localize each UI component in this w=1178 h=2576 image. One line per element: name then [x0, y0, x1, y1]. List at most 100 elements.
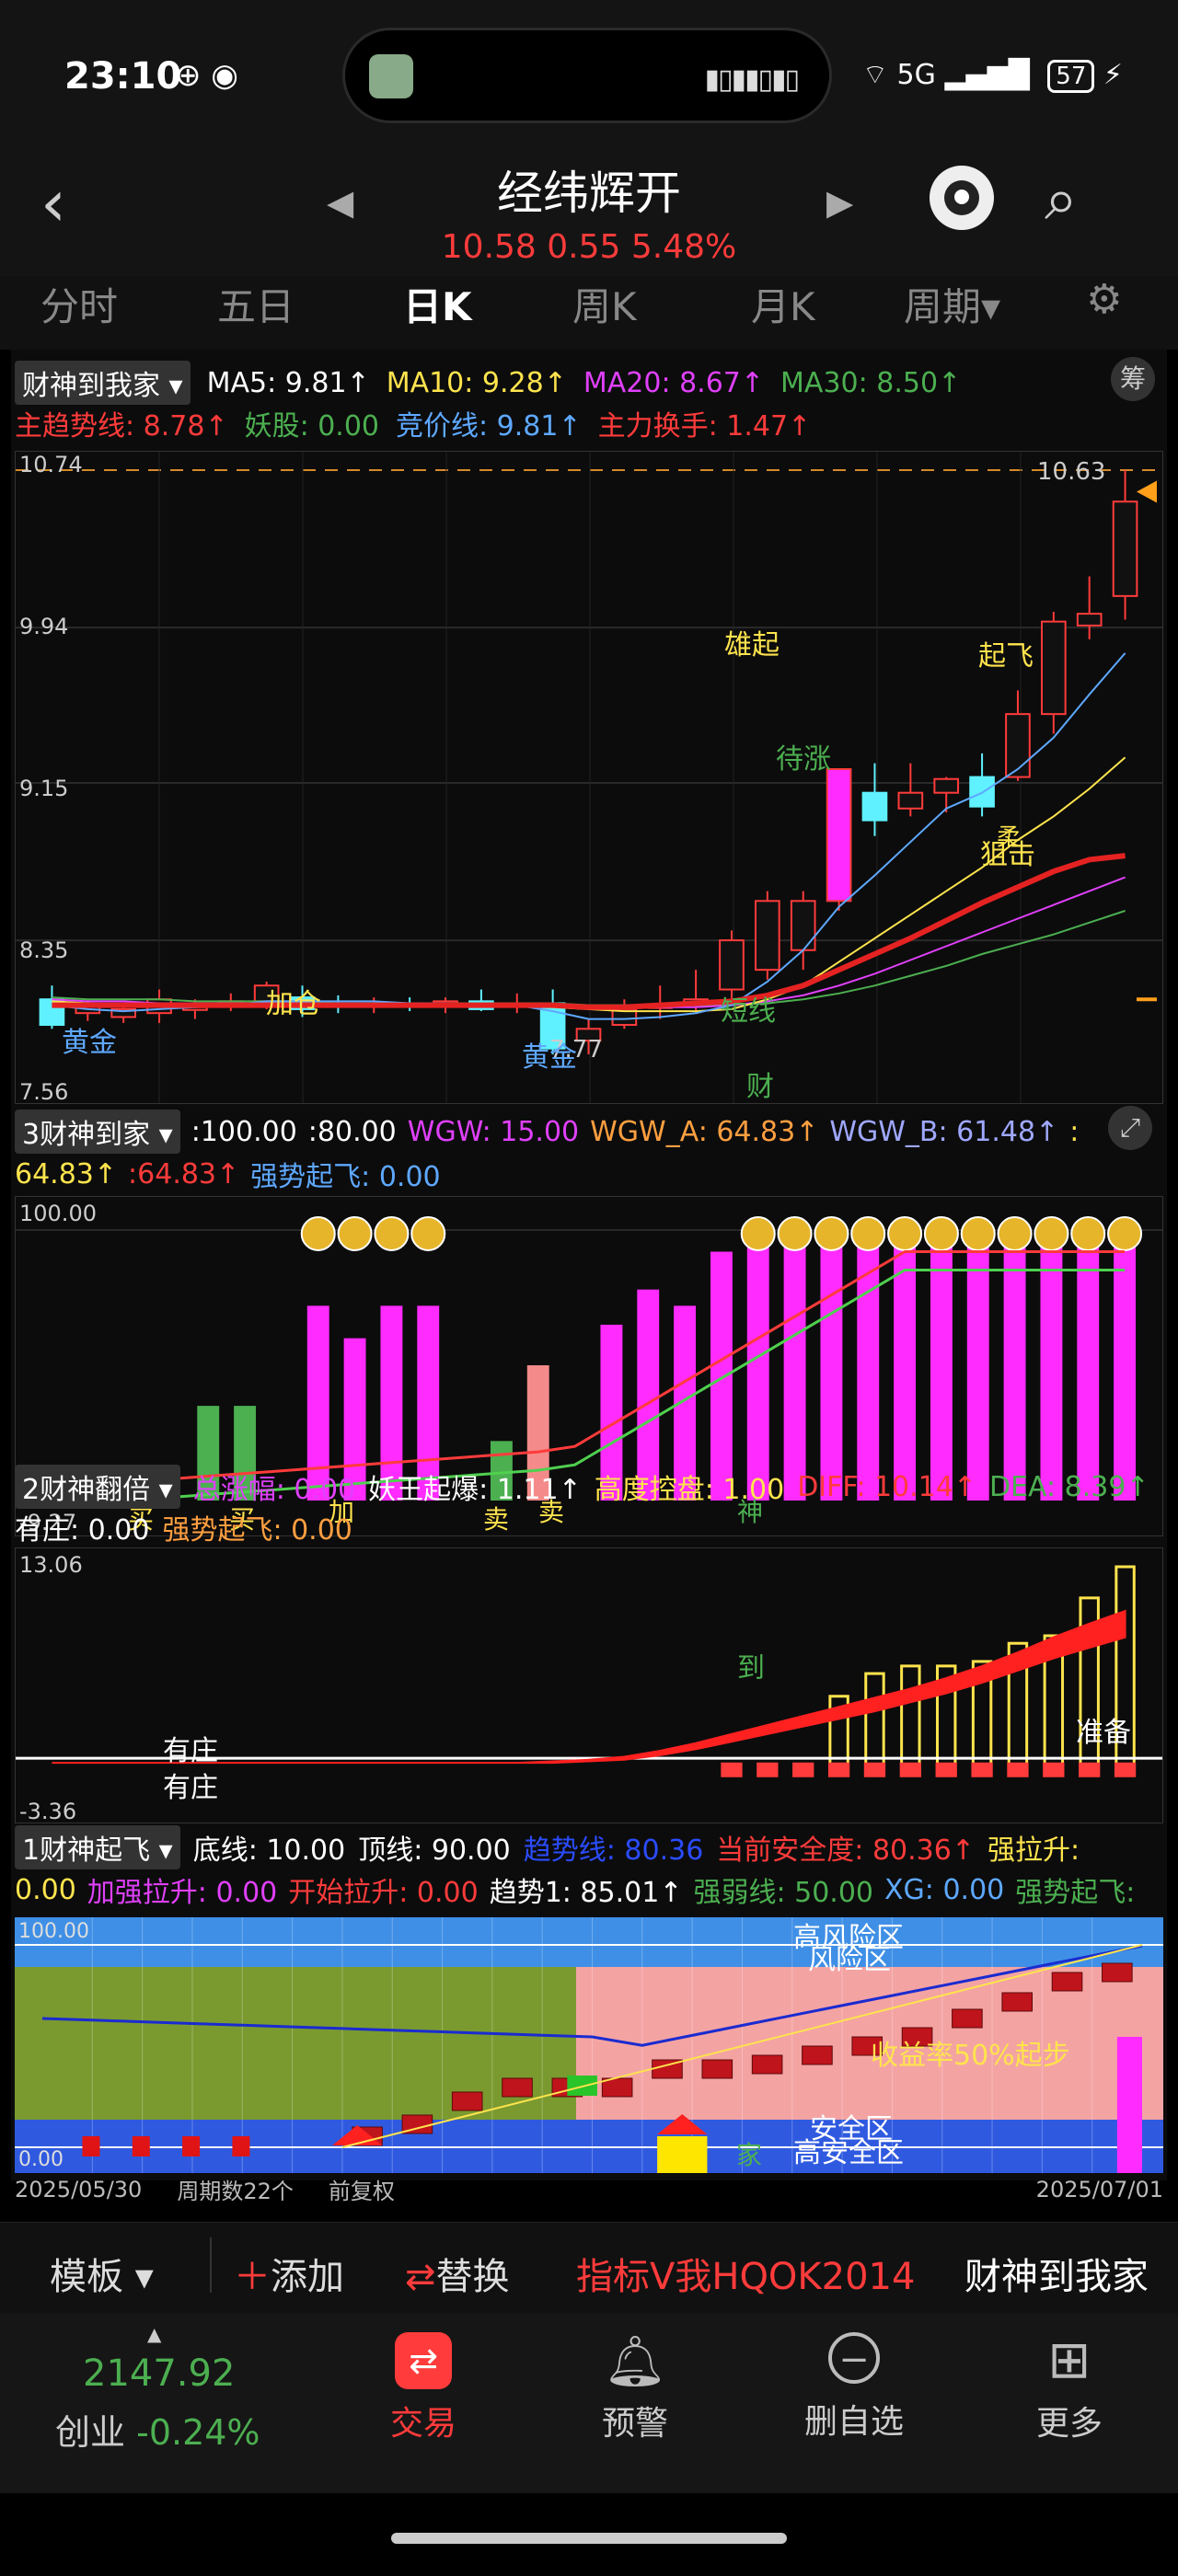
annotation-short: 短线: [721, 995, 776, 1028]
sub3-strong-pull: 强拉升:: [987, 1834, 1080, 1867]
candlestick-svg: 10.74 9.94 9.15 8.35 7.56 10.63 7.77 雄起 …: [16, 452, 1162, 1103]
sub2-red-block: [827, 1762, 850, 1777]
nav-alert[interactable]: 🔔︎ 预警: [589, 2332, 681, 2444]
sub2-indicator-select[interactable]: 2财神翻倍 ▾: [15, 1465, 180, 1509]
sub2-red-block: [935, 1762, 957, 1777]
sub2-demon-king: 妖王起爆: 1.11↑: [368, 1474, 582, 1506]
next-stock-icon[interactable]: ▶: [826, 182, 854, 223]
sub2-red-block: [792, 1762, 814, 1777]
nav-remove-watchlist[interactable]: − 删自选: [790, 2332, 918, 2443]
sub3-indicator-select[interactable]: 1财神起飞 ▾: [15, 1825, 180, 1869]
candle-body: [1112, 500, 1138, 597]
date-axis: 2025/05/30 周期数22个 前复权 2025/07/01: [15, 2173, 1163, 2205]
tab-monthly-k[interactable]: 月K: [751, 284, 815, 329]
nav-trade[interactable]: ⇄ 交易: [377, 2332, 469, 2444]
tab-intraday[interactable]: 分时: [40, 284, 119, 329]
main-trend-line: [52, 853, 1126, 1010]
replace-button[interactable]: ⇄替换: [405, 2256, 510, 2298]
period-tabs: 分时 五日 日K 周K 月K 周期▾ ⚙: [0, 276, 1178, 350]
tab-period[interactable]: 周期▾: [904, 284, 1001, 329]
sub3-red-block: [1051, 1972, 1083, 1992]
index-value[interactable]: 2147.92: [83, 2352, 236, 2395]
sub3-top-tick: 100.00: [18, 1920, 89, 1943]
signal-icon: ▂▄▆█: [944, 59, 1030, 91]
sub3-trend-line: [41, 1944, 1143, 2047]
plus-icon: ＋: [234, 2256, 271, 2298]
annotation-add: 加仓: [266, 988, 321, 1020]
sub3-red-block: [901, 2027, 933, 2047]
chip-distribution-button[interactable]: 筹: [1111, 357, 1155, 401]
sub3-chart[interactable]: 100.00 0.00 高风险区 风险区 收益率50%起步 安全区 高安全区 家: [15, 1917, 1163, 2173]
sub1-bar: [820, 1230, 843, 1501]
expand-icon[interactable]: ⤢: [1108, 1106, 1152, 1150]
tab-weekly-k[interactable]: 周K: [572, 284, 637, 329]
sub3-red-block: [751, 2054, 783, 2075]
tab-daily-k[interactable]: 日K: [403, 284, 472, 329]
annotation-rise: 雄起: [724, 629, 780, 661]
sub3-red-block: [1102, 1962, 1133, 1983]
sub3-low-red-block: [182, 2136, 201, 2156]
sub1-v4: :64.83↑: [128, 1157, 240, 1190]
sub2-total-rise: 总涨幅: 0.00: [192, 1474, 356, 1506]
money-bag-icon: [374, 1216, 410, 1251]
sub2-chart[interactable]: 13.06 -3.36 有庄 有庄 到 准备: [15, 1547, 1163, 1823]
settings-icon[interactable]: ⚙: [1086, 276, 1123, 323]
tab-five-day[interactable]: 五日: [217, 284, 295, 329]
sub1-bar: [857, 1230, 880, 1501]
sub1-indicator-select[interactable]: 3财神到家 ▾: [15, 1110, 180, 1154]
money-bag-icon: [960, 1216, 996, 1251]
sub2-diff: DIFF: 10.14↑: [797, 1470, 976, 1503]
sub3-strength: 强弱线: 50.00: [693, 1877, 873, 1909]
sub3-yellow-line: [341, 1944, 1143, 2148]
sub1-wgw: WGW: 15.00: [407, 1115, 580, 1148]
sub1-chart[interactable]: 100.00 -9.27 买 买 加 卖 卖 神: [15, 1196, 1163, 1536]
sub1-bar: [1077, 1230, 1100, 1501]
main-indicator-select[interactable]: 财神到我家 ▾: [15, 361, 191, 405]
candle-body: [110, 1007, 137, 1018]
template-button[interactable]: 模板 ▾: [50, 2256, 154, 2298]
money-bag-icon: [923, 1216, 959, 1251]
annotation-gold-2: 黄金: [522, 1041, 577, 1074]
sub2-red-block: [1007, 1762, 1029, 1777]
sub1-label-sell-2: 卖: [538, 1497, 564, 1527]
search-icon[interactable]: ⌕: [1045, 166, 1078, 234]
prev-stock-icon[interactable]: ◀: [327, 182, 354, 223]
home-indicator[interactable]: [391, 2533, 787, 2544]
money-bag-icon: [814, 1216, 849, 1251]
indicator-tab-current[interactable]: 财神到我家: [964, 2256, 1149, 2298]
nav-more[interactable]: ⊞ 更多: [1023, 2332, 1115, 2444]
bottom-nav: ▲ 2147.92 创业 -0.24% ⇄ 交易 🔔︎ 预警 − 删自选 ⊞ 更…: [0, 2314, 1178, 2493]
network-label: 5G: [896, 59, 936, 91]
index-info[interactable]: 创业 -0.24%: [55, 2412, 260, 2453]
sub3-svg: 100.00 0.00 高风险区 风险区 收益率50%起步 安全区 高安全区 家: [15, 1917, 1163, 2173]
back-icon[interactable]: ‹: [40, 166, 66, 241]
sub1-bar: [966, 1230, 989, 1501]
sub1-bar: [930, 1230, 953, 1501]
candlestick-chart[interactable]: 10.74 9.94 9.15 8.35 7.56 10.63 7.77 雄起 …: [15, 451, 1163, 1104]
sub3-strong-takeoff: 强势起飞:: [1015, 1877, 1136, 1909]
high-price-label: 10.63: [1037, 458, 1105, 486]
robot-assistant-icon[interactable]: [930, 166, 994, 230]
auction-line-value: 竞价线: 9.81↑: [396, 410, 582, 443]
annotation-soft: 柔: [997, 824, 1021, 852]
money-bag-icon: [337, 1216, 373, 1251]
sub2-yellow-bar: [864, 1672, 885, 1766]
indicator-toolbar: 模板 ▾ ＋添加 ⇄替换 指标V我HQOK2014 财神到我家: [0, 2222, 1178, 2315]
low-price-label: 7.77: [549, 1036, 603, 1064]
sub1-bar: [637, 1289, 660, 1501]
money-bag-icon: [300, 1216, 336, 1251]
expand-up-icon[interactable]: ▲: [147, 2323, 162, 2345]
sub1-v1: :100.00: [191, 1115, 297, 1148]
dynamic-island[interactable]: ▮▯▮▮▯▮▯: [342, 28, 832, 123]
sub3-header-line1: 1财神起飞 ▾ 底线: 10.00 顶线: 90.00 趋势线: 80.36 当…: [15, 1825, 1080, 1869]
indicator-tab-vip[interactable]: 指标V我HQOK2014: [576, 2256, 916, 2298]
music-cover-icon: [369, 54, 413, 98]
add-button[interactable]: ＋添加: [234, 2256, 344, 2298]
sub3-label-risk: 风险区: [808, 1944, 891, 1976]
sub2-red-block: [863, 1762, 886, 1777]
sub1-label-sell-1: 卖: [483, 1504, 509, 1535]
sub1-label-god: 神: [737, 1497, 763, 1527]
sub1-bar: [783, 1230, 806, 1501]
adjust-mode[interactable]: 前复权: [328, 2179, 395, 2204]
annotation-takeoff: 起飞: [978, 640, 1034, 673]
